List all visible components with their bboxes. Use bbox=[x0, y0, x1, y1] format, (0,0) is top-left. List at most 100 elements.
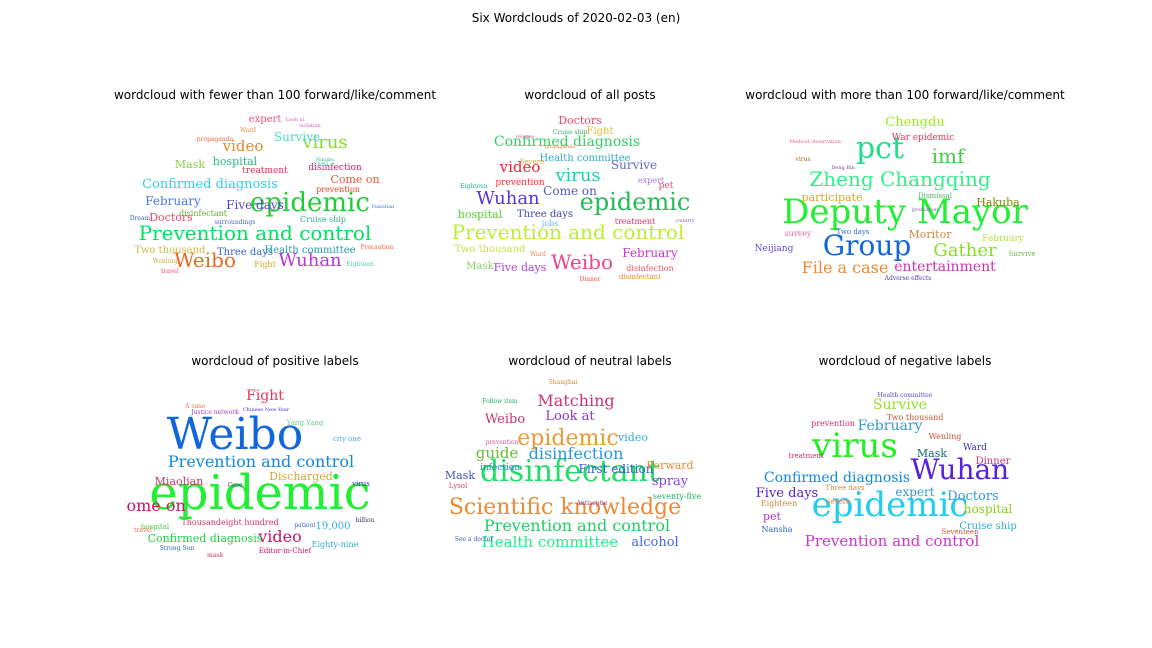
cloud-word: Mask bbox=[917, 447, 947, 460]
cloud-word: Thousandeight hundred bbox=[181, 518, 278, 527]
cloud-word: Miaolian bbox=[155, 475, 204, 488]
cloud-word: Prevention and control bbox=[484, 516, 670, 535]
wordcloud-panel-all: wordcloud of all posts Prevention and co… bbox=[440, 88, 740, 338]
cloud-word: Two thousand bbox=[135, 245, 207, 256]
cloud-word: Dream bbox=[130, 215, 151, 222]
cloud-word: treatment bbox=[615, 217, 656, 226]
cloud-word: Eighteen bbox=[761, 499, 798, 508]
wordcloud-svg: Prevention and control epidemic Weibo Wuhan… bbox=[452, 114, 695, 283]
cloud-word: Two thousand bbox=[887, 413, 944, 422]
cloud-word: Prevention and control bbox=[139, 221, 372, 245]
cloud-word: epidemic bbox=[812, 485, 969, 525]
cloud-word: disinfectant bbox=[179, 209, 228, 218]
cloud-word: virus bbox=[811, 426, 898, 466]
cloud-word: Mask bbox=[466, 261, 494, 272]
cloud-word: Severe bbox=[826, 498, 851, 506]
cloud-word: Seventeen bbox=[941, 528, 979, 536]
cloud-word: Wenling bbox=[153, 258, 178, 265]
cloud-word: Shanghai bbox=[549, 379, 578, 386]
cloud-word: epidemic bbox=[250, 188, 370, 218]
panel-title: wordcloud with more than 100 forward/lik… bbox=[745, 88, 1065, 102]
cloud-word: participate bbox=[801, 191, 862, 204]
cloud-word: War epidemic bbox=[892, 133, 955, 143]
cloud-word: Gather bbox=[933, 240, 997, 261]
cloud-word: prevention bbox=[811, 419, 855, 428]
cloud-word: February bbox=[858, 418, 923, 434]
wordcloud-svg: disinfectant Scientific knowledge epidemic… bbox=[445, 379, 702, 551]
cloud-word: propaganda bbox=[197, 136, 234, 143]
cloud-word: Prevention and control bbox=[168, 452, 354, 471]
cloud-word: Two thousand bbox=[455, 244, 527, 255]
cloud-word: Medical observation bbox=[789, 139, 841, 145]
cloud-word: Ningbo bbox=[316, 157, 335, 163]
cloud-word: Cruise ship bbox=[300, 215, 346, 224]
cloud-word: prevention bbox=[495, 178, 545, 188]
panel-title: wordcloud of negative labels bbox=[818, 354, 992, 368]
cloud-word: Confirmed diagnosis bbox=[494, 134, 640, 150]
cloud-word: Five days bbox=[494, 261, 547, 274]
cloud-word: city one bbox=[333, 435, 361, 443]
cloud-word: Chinese New Year bbox=[243, 407, 290, 413]
cloud-word: Prevention and control bbox=[452, 220, 685, 244]
cloud-word: Ward bbox=[963, 443, 987, 453]
cloud-word: Three days bbox=[217, 247, 273, 258]
wordcloud-svg: Prevention and control epidemic Weibo Wuhan… bbox=[130, 114, 395, 275]
cloud-word: pet bbox=[659, 181, 674, 191]
cloud-word: treatment bbox=[242, 166, 288, 176]
cloud-word: Discharged bbox=[269, 470, 333, 483]
cloud-word: Confirmed diagnosis bbox=[764, 470, 910, 486]
wordcloud-panel-neutral: wordcloud of neutral labels disinfectant… bbox=[440, 354, 740, 604]
panel-title: wordcloud of neutral labels bbox=[508, 354, 672, 368]
cloud-word: Wenling bbox=[929, 432, 962, 441]
cloud-word: 19,000 bbox=[316, 521, 351, 532]
cloud-word: Group bbox=[823, 229, 912, 262]
cloud-word: Five days bbox=[226, 198, 284, 212]
cloud-word: expert bbox=[638, 176, 665, 185]
cloud-word: Confirmed diagnosis bbox=[148, 532, 263, 545]
cloud-word: Moritor bbox=[909, 228, 953, 241]
cloud-word: disinfection bbox=[626, 264, 673, 273]
cloud-word: February bbox=[982, 234, 1025, 244]
cloud-word: Matching bbox=[537, 391, 614, 410]
wordcloud-panel-positive: wordcloud of positive labels epidemic Wei… bbox=[125, 354, 425, 604]
cloud-word: Survive bbox=[611, 158, 657, 172]
cloud-word: release bbox=[516, 134, 534, 140]
cloud-word: seventy-five bbox=[653, 492, 702, 501]
cloud-word: Antiseptic bbox=[576, 500, 608, 507]
cloud-word: Two days bbox=[836, 228, 869, 236]
cloud-word: Editor-in-Chief bbox=[259, 547, 313, 555]
cloud-word: virus bbox=[794, 156, 810, 163]
cloud-word: Weibo bbox=[485, 412, 525, 427]
cloud-word: Mask bbox=[445, 469, 475, 482]
cloud-word: Eighteen bbox=[346, 261, 374, 268]
cloud-word: Five days bbox=[756, 486, 818, 501]
cloud-word: Lysol bbox=[449, 482, 468, 490]
cloud-word: isolation bbox=[299, 123, 321, 129]
cloud-word: video bbox=[222, 137, 264, 155]
cloud-word: Wuhan bbox=[278, 250, 342, 271]
cloud-word: February bbox=[622, 246, 678, 260]
cloud-word: Survive bbox=[274, 130, 320, 144]
cloud-word: Deng Bin bbox=[831, 165, 855, 171]
cloud-word: epidemic bbox=[149, 465, 370, 521]
cloud-word: Doctors bbox=[947, 489, 998, 504]
cloud-word: A case bbox=[184, 403, 205, 410]
cloud-word: Zheng Changqing bbox=[809, 167, 991, 191]
cloud-word: Dinner bbox=[976, 456, 1011, 467]
cloud-word: country bbox=[675, 218, 695, 224]
wordcloud-panel-more: wordcloud with more than 100 forward/lik… bbox=[745, 88, 1064, 338]
cloud-word: Dinner bbox=[580, 276, 601, 283]
cloud-word: survey bbox=[785, 229, 812, 238]
cloud-word: Case bbox=[228, 482, 243, 489]
cloud-word: spray bbox=[652, 474, 689, 489]
panel-title: wordcloud with fewer than 100 forward/li… bbox=[113, 88, 437, 102]
cloud-word: prevention bbox=[486, 439, 519, 446]
cloud-word: Adverse effects bbox=[884, 275, 932, 282]
cloud-word: Confirmed diagnosis bbox=[142, 177, 278, 192]
cloud-word: Come on bbox=[330, 173, 379, 186]
cloud-word: Weibo bbox=[551, 250, 613, 274]
cloud-word: Come on bbox=[125, 496, 186, 515]
